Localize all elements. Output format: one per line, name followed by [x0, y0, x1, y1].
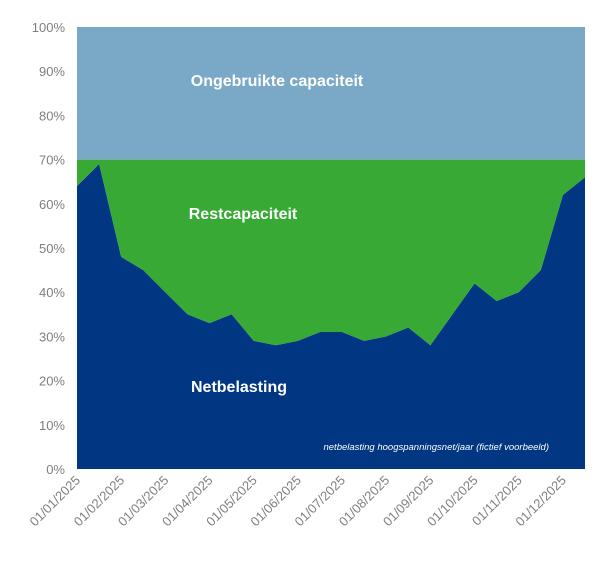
chart-annotation: netbelasting hoogspanningsnet/jaar (fict… [323, 442, 549, 453]
y-tick-label: 100% [32, 20, 66, 35]
y-tick-label: 90% [39, 64, 65, 79]
series-label-restcapaciteit: Restcapaciteit [189, 206, 298, 223]
y-tick-label: 10% [39, 418, 65, 433]
y-tick-label: 60% [39, 197, 65, 212]
y-tick-label: 80% [39, 108, 65, 123]
area-netbelasting [77, 164, 585, 469]
series-label-ongebruikte-capaciteit: Ongebruikte capaciteit [191, 73, 364, 90]
y-tick-label: 30% [39, 329, 65, 344]
y-tick-label: 0% [46, 462, 65, 477]
y-tick-label: 20% [39, 374, 65, 389]
y-tick-label: 40% [39, 285, 65, 300]
series-label-netbelasting: Netbelasting [191, 379, 287, 396]
area-restcapaciteit [77, 159, 585, 346]
y-tick-label: 70% [39, 153, 65, 168]
y-tick-label: 50% [39, 241, 65, 256]
area-ongebruikte-capaciteit [77, 27, 585, 160]
